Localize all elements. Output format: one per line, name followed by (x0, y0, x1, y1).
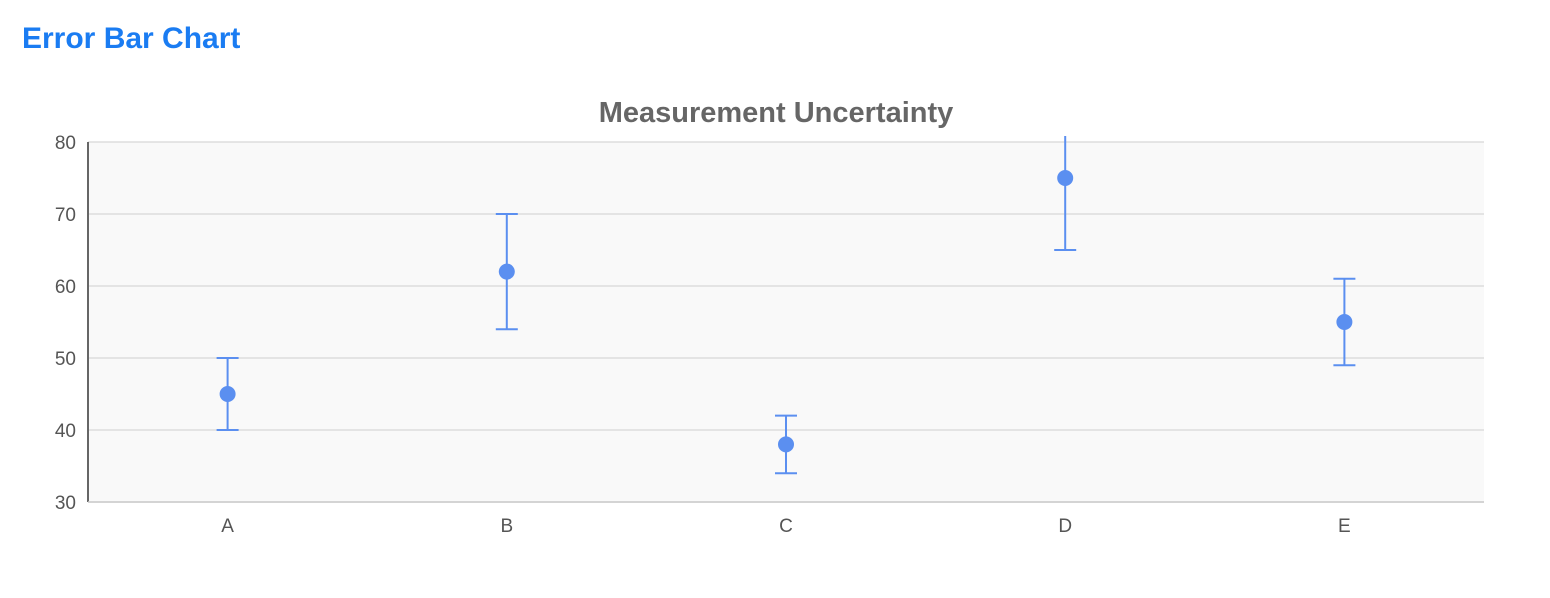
x-tick-label-c: C (779, 516, 793, 537)
x-tick-label-a: A (221, 516, 234, 537)
data-point-b[interactable] (498, 263, 515, 280)
y-tick-label-30: 30 (55, 493, 76, 514)
data-point-d[interactable] (1057, 170, 1074, 186)
y-tick-label-80: 80 (55, 133, 76, 154)
y-tick-label-70: 70 (55, 205, 76, 226)
data-point-c[interactable] (778, 436, 794, 453)
y-tick-label-50: 50 (55, 349, 76, 370)
chart-title: Measurement Uncertainty (599, 97, 954, 129)
data-layer (216, 136, 1356, 475)
x-tick-label-d: D (1058, 516, 1072, 537)
x-tick-label-e: E (1338, 516, 1351, 537)
x-tick-label-b: B (500, 516, 513, 537)
y-tick-label-40: 40 (55, 421, 76, 442)
tick-labels: 30 40 50 60 70 80 A B C D E (55, 133, 1351, 537)
axes (87, 142, 1484, 503)
page-heading: Error Bar Chart (22, 22, 241, 55)
data-point-a[interactable] (219, 386, 236, 402)
data-point-e[interactable] (1336, 314, 1353, 330)
y-tick-label-60: 60 (55, 277, 76, 298)
